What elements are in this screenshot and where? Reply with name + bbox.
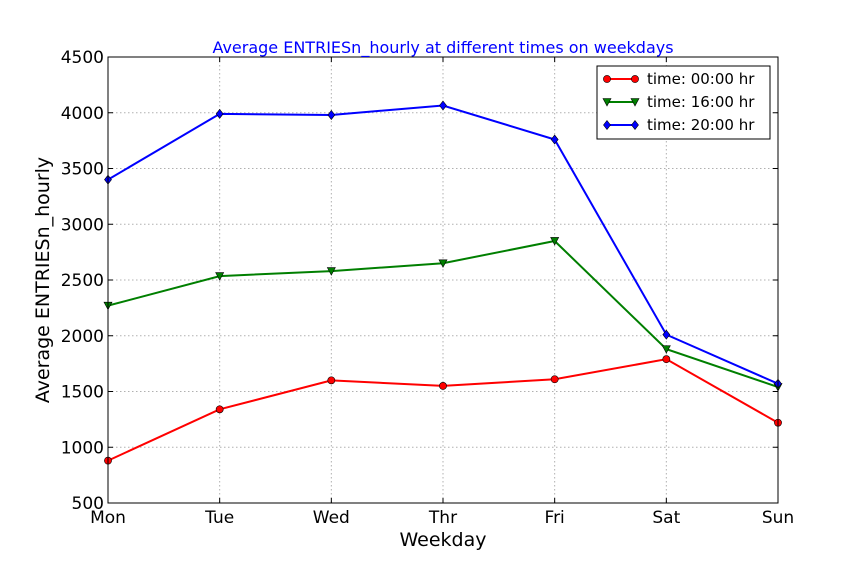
series-layer [103, 100, 783, 465]
x-tick-label: Mon [90, 508, 126, 528]
x-axis-label: Weekday [399, 529, 486, 551]
legend-marker [603, 120, 611, 130]
x-tick-label: Thr [428, 508, 457, 528]
data-point [326, 267, 336, 276]
y-tick-label: 4000 [61, 104, 104, 124]
data-point [662, 355, 671, 364]
series-2 [104, 100, 782, 389]
y-tick-label: 3500 [61, 160, 104, 180]
legend-marker [630, 98, 640, 107]
series-0 [104, 355, 782, 465]
x-tick-label: Fri [545, 508, 565, 528]
x-tick-label: Sat [652, 508, 680, 528]
y-tick-label: 1500 [61, 383, 104, 403]
x-tick-label: Tue [204, 508, 234, 528]
y-tick-label: 500 [72, 494, 104, 514]
data-point [661, 345, 671, 354]
y-tick-label: 2000 [61, 327, 104, 347]
data-point [550, 237, 560, 246]
y-tick-label: 4500 [61, 48, 104, 68]
tick-layer: Mon Tue Wed Thr Fri Sat Sun 500 1000 1500 2000 2500… [61, 48, 794, 528]
legend-marker [602, 98, 612, 107]
legend-marker [631, 120, 639, 130]
data-point [662, 329, 671, 340]
y-tick-label: 1000 [61, 438, 104, 458]
y-tick-label: 2500 [61, 271, 104, 291]
data-point [215, 272, 225, 281]
legend: time: 00:00 hr time: 16:00 hr time: 20:00 … [596, 65, 771, 140]
x-tick-label: Wed [313, 508, 350, 528]
legend-entry: time: 00:00 hr [647, 70, 755, 88]
data-point [550, 134, 559, 145]
data-point [327, 109, 336, 120]
data-point [439, 382, 447, 390]
data-point [327, 376, 336, 385]
legend-marker [631, 75, 639, 83]
data-point [550, 375, 559, 384]
legend-entry: time: 16:00 hr [647, 93, 755, 111]
x-tick-label: Sun [762, 508, 794, 528]
data-point [438, 259, 448, 268]
y-axis-label: Average ENTRIESn_hourly [32, 157, 54, 403]
data-point [215, 108, 224, 119]
legend-marker [603, 75, 611, 83]
data-point [439, 100, 447, 111]
legend-entry: time: 20:00 hr [647, 116, 755, 134]
y-tick-label: 3000 [61, 215, 104, 235]
chart-title: Average ENTRIESn_hourly at different tim… [212, 38, 673, 58]
data-point [215, 405, 224, 414]
